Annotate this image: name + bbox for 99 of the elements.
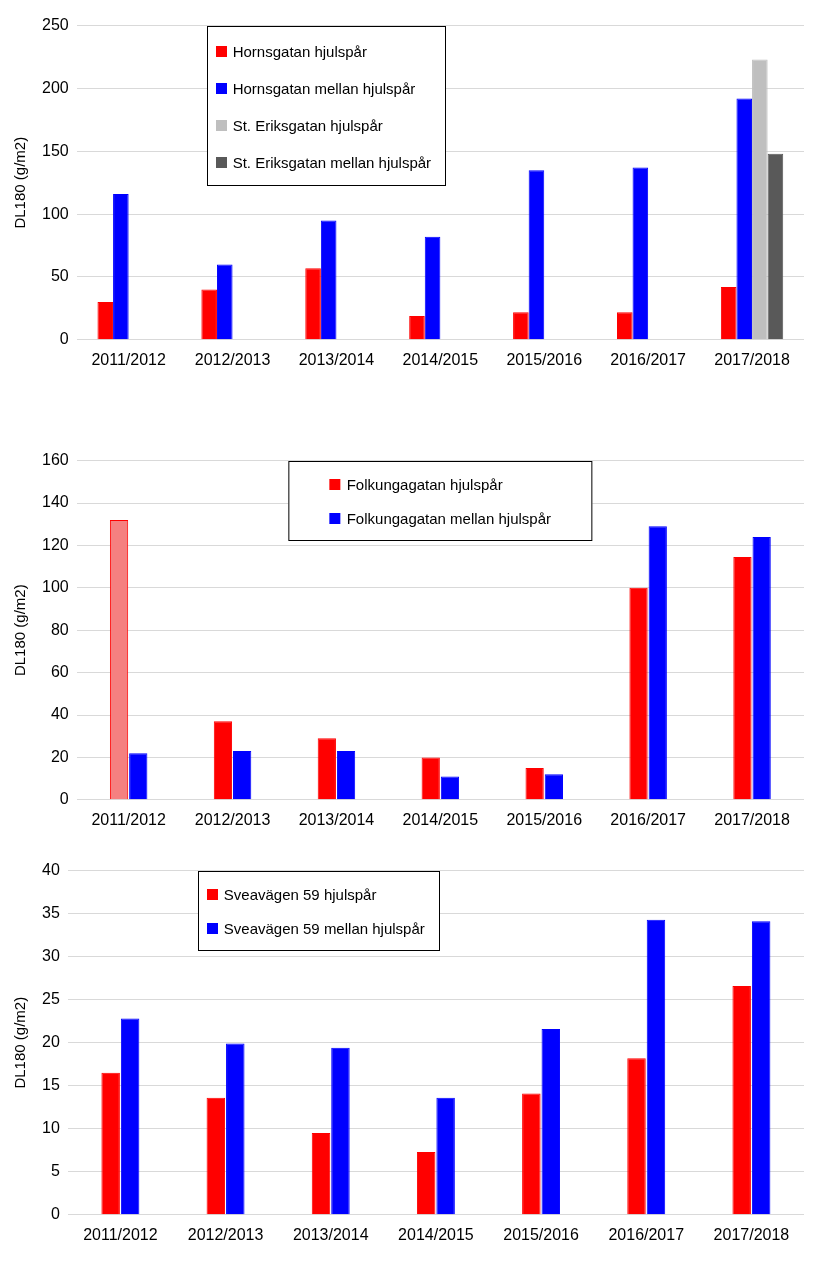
- y-tick-label: 200: [41, 78, 69, 96]
- y-tick-label: 5: [50, 1162, 60, 1180]
- bar: [720, 287, 737, 340]
- x-tick-label: 2013/2014: [292, 1225, 369, 1243]
- x-tick-label: 2014/2015: [402, 810, 479, 828]
- bar: [767, 153, 784, 340]
- bar: [201, 289, 217, 340]
- x-tick-label: 2017/2018: [713, 1225, 790, 1243]
- x-tick-label: 2015/2016: [503, 1225, 579, 1243]
- bar: [424, 236, 441, 340]
- bar: [541, 1028, 561, 1215]
- y-tick-label: 35: [42, 904, 60, 922]
- y-tick-label: 30: [42, 947, 60, 965]
- bar: [226, 1043, 245, 1215]
- x-tick-label: 2016/2017: [608, 1225, 685, 1243]
- legend-label: Hornsgatan hjulspår: [232, 42, 367, 60]
- bar: [544, 774, 563, 800]
- bar: [320, 220, 337, 340]
- legend-label: St. Eriksgatan mellan hjulspår: [232, 153, 432, 171]
- bar: [648, 526, 667, 800]
- bar: [528, 170, 545, 340]
- y-tick-label: 0: [59, 330, 69, 348]
- y-tick-label: 20: [42, 1033, 60, 1051]
- bar: [305, 268, 321, 340]
- bar: [522, 1093, 541, 1215]
- y-tick-label: 40: [42, 861, 60, 879]
- bar: [331, 1047, 350, 1215]
- x-tick-label: 2015/2016: [506, 350, 583, 368]
- legend-label: Sveavägen 59 mellan hjulspår: [223, 920, 425, 938]
- x-tick-label: 2013/2014: [298, 350, 375, 368]
- bar: [409, 315, 425, 340]
- bar: [97, 302, 114, 340]
- x-tick-label: 2017/2018: [714, 810, 790, 828]
- bar: [646, 919, 666, 1215]
- bar: [311, 1133, 331, 1215]
- y-tick-label: 40: [50, 705, 69, 723]
- bar: [213, 721, 233, 800]
- y-tick-label: 250: [41, 16, 69, 34]
- x-tick-label: 2017/2018: [714, 350, 790, 368]
- y-tick-label: 50: [50, 267, 69, 285]
- x-tick-label: 2011/2012: [91, 350, 166, 368]
- bar: [513, 312, 529, 340]
- y-tick-label: 160: [41, 451, 69, 469]
- bar: [317, 738, 336, 800]
- bar: [751, 921, 771, 1215]
- bar: [113, 194, 129, 340]
- legend-label: St. Eriksgatan hjulspår: [232, 116, 383, 134]
- bar: [752, 59, 768, 340]
- bar: [627, 1058, 646, 1215]
- y-tick-label: 20: [50, 747, 69, 765]
- x-tick-label: 2013/2014: [298, 810, 375, 828]
- x-tick-label: 2011/2012: [83, 1225, 158, 1243]
- legend-label: Folkungagatan mellan hjulspår: [346, 510, 551, 528]
- y-tick-label: 0: [59, 790, 69, 808]
- legend-label: Folkungagatan hjulspår: [346, 476, 503, 494]
- bar: [525, 768, 544, 800]
- x-tick-label: 2011/2012: [91, 810, 166, 828]
- y-tick-label: 120: [41, 535, 69, 553]
- y-tick-label: 0: [50, 1205, 60, 1223]
- x-tick-label: 2012/2013: [187, 1225, 264, 1243]
- y-tick-label: 25: [42, 990, 60, 1008]
- y-tick-label: 80: [50, 620, 69, 638]
- x-tick-label: 2014/2015: [402, 350, 479, 368]
- bar: [632, 167, 649, 340]
- y-tick-label: 15: [42, 1076, 60, 1094]
- bar: [101, 1072, 120, 1215]
- bar: [440, 776, 460, 800]
- x-tick-label: 2016/2017: [610, 810, 687, 828]
- bar: [216, 264, 233, 340]
- y-tick-label: 60: [50, 663, 69, 681]
- y-axis-title: DL180 (g/m2): [11, 996, 29, 1089]
- y-axis-title: DL180 (g/m2): [11, 584, 29, 677]
- bar: [732, 985, 751, 1215]
- x-tick-label: 2015/2016: [506, 810, 583, 828]
- y-tick-label: 150: [41, 141, 69, 159]
- bar: [629, 587, 648, 800]
- bar: [129, 753, 148, 800]
- y-axis-title: DL180 (g/m2): [11, 136, 29, 229]
- y-tick-label: 100: [41, 204, 69, 222]
- y-tick-label: 100: [41, 578, 69, 596]
- bar: [416, 1151, 436, 1215]
- bar: [206, 1097, 226, 1215]
- bar: [733, 557, 752, 800]
- bar: [752, 536, 771, 800]
- x-tick-label: 2012/2013: [194, 350, 271, 368]
- y-tick-label: 140: [41, 493, 69, 511]
- bar: [421, 757, 440, 800]
- x-tick-label: 2016/2017: [610, 350, 687, 368]
- bar: [120, 1018, 140, 1215]
- x-tick-label: 2014/2015: [398, 1225, 474, 1243]
- legend-label: Sveavägen 59 hjulspår: [223, 886, 377, 904]
- x-tick-label: 2012/2013: [194, 810, 271, 828]
- bar: [736, 98, 753, 340]
- legend-label: Hornsgatan mellan hjulspår: [232, 79, 416, 97]
- y-tick-label: 10: [42, 1119, 60, 1137]
- bar: [336, 751, 356, 800]
- bar: [616, 312, 633, 340]
- bar: [233, 751, 252, 800]
- bar: [436, 1097, 455, 1215]
